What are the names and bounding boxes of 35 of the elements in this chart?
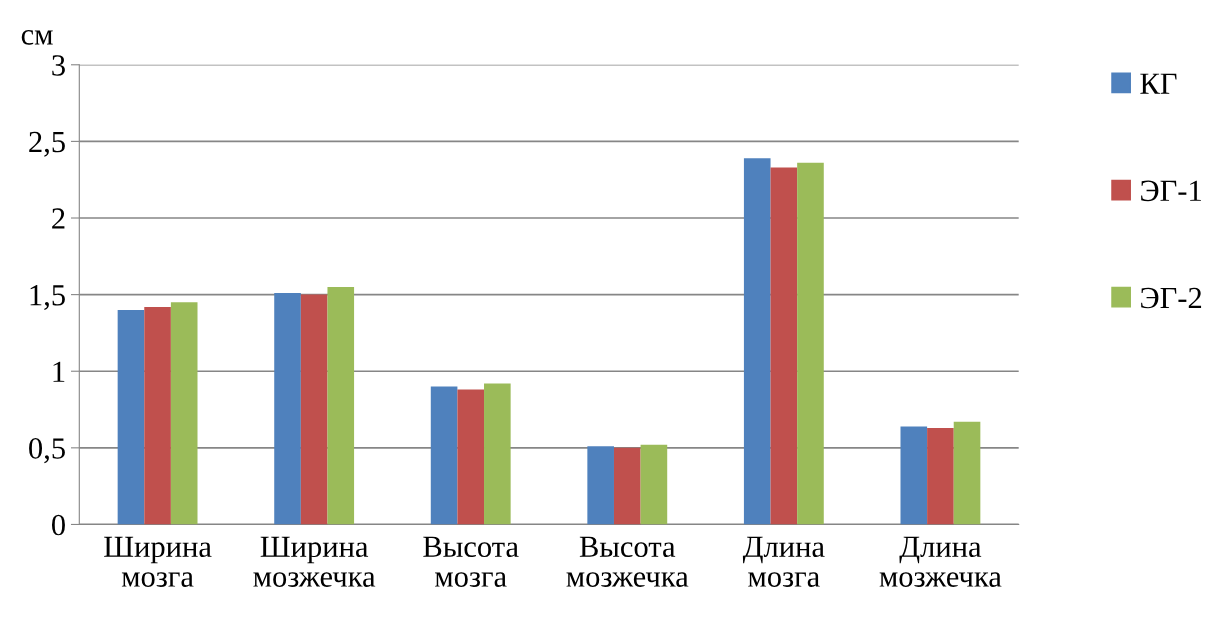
bar: [274, 293, 301, 525]
x-tick-label: Ширина мозжечка: [253, 536, 376, 587]
legend-label: КГ: [1140, 73, 1177, 94]
bar: [743, 158, 771, 525]
bar: [613, 447, 641, 525]
y-axis-title: см: [21, 30, 53, 45]
bar: [797, 162, 824, 525]
y-tick-label: 2: [52, 208, 65, 229]
legend-label: ЭГ-2: [1141, 287, 1202, 309]
legend-label: ЭГ-1: [1141, 180, 1201, 202]
bar: [770, 167, 798, 525]
x-tick-label: Ширина мозга: [104, 536, 212, 587]
bar: [900, 426, 928, 525]
y-tick-label: 1: [53, 361, 65, 382]
x-tick-label: Длина мозжечка: [879, 536, 1002, 587]
bar: [300, 294, 328, 525]
x-tick-label: Длина мозга: [742, 536, 825, 587]
bar: [484, 383, 511, 525]
bar: [640, 444, 668, 525]
bar: [117, 309, 145, 525]
bar: [170, 302, 198, 525]
bar: [587, 446, 614, 525]
bar: [927, 427, 954, 525]
bar: [430, 386, 458, 525]
y-tick-label: 0,5: [29, 438, 65, 464]
x-tick-label: Высота мозжечка: [566, 536, 689, 587]
y-tick-label: 1,5: [30, 285, 65, 310]
bar: [457, 389, 485, 525]
y-tick-label: 3: [52, 55, 65, 76]
y-tick-label: 0: [51, 514, 65, 536]
bar: [144, 306, 171, 525]
bar: [953, 421, 981, 525]
y-tick-label: 2,5: [29, 131, 65, 157]
bar: [327, 286, 355, 525]
x-tick-label: Высота мозга: [423, 536, 519, 587]
